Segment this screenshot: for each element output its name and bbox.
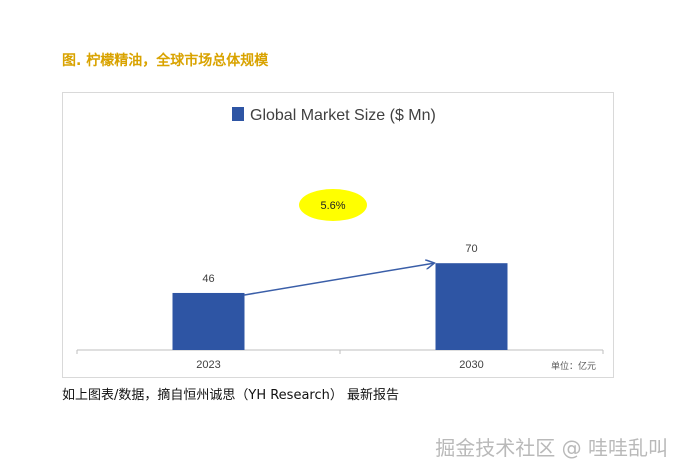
figure-title: 图. 柠檬精油，全球市场总体规模: [62, 53, 269, 69]
unit-label: 单位：亿元: [551, 360, 596, 372]
growth-rate-label: 5.6%: [320, 200, 345, 212]
legend-swatch: [232, 107, 244, 121]
chart-frame: Global Market Size ($ Mn) 46 2023 70 2030 5…: [62, 92, 614, 378]
value-label-2030: 70: [465, 243, 477, 255]
category-label-2023: 2023: [196, 359, 220, 371]
bar-chart: Global Market Size ($ Mn) 46 2023 70 2030 5…: [76, 107, 604, 372]
bar-2030: [435, 263, 508, 350]
category-label-2030: 2030: [459, 359, 483, 371]
chart-title: Global Market Size ($ Mn): [250, 107, 436, 124]
value-label-2023: 46: [202, 273, 214, 285]
source-note: 如上图表/数据，摘自恒州诚思（YH Research） 最新报告: [62, 388, 399, 403]
growth-badge: [299, 189, 367, 221]
watermark: 掘金技术社区 @ 哇哇乱叫: [435, 436, 668, 460]
bar-2023: [172, 292, 245, 350]
growth-arrow: [244, 263, 434, 296]
